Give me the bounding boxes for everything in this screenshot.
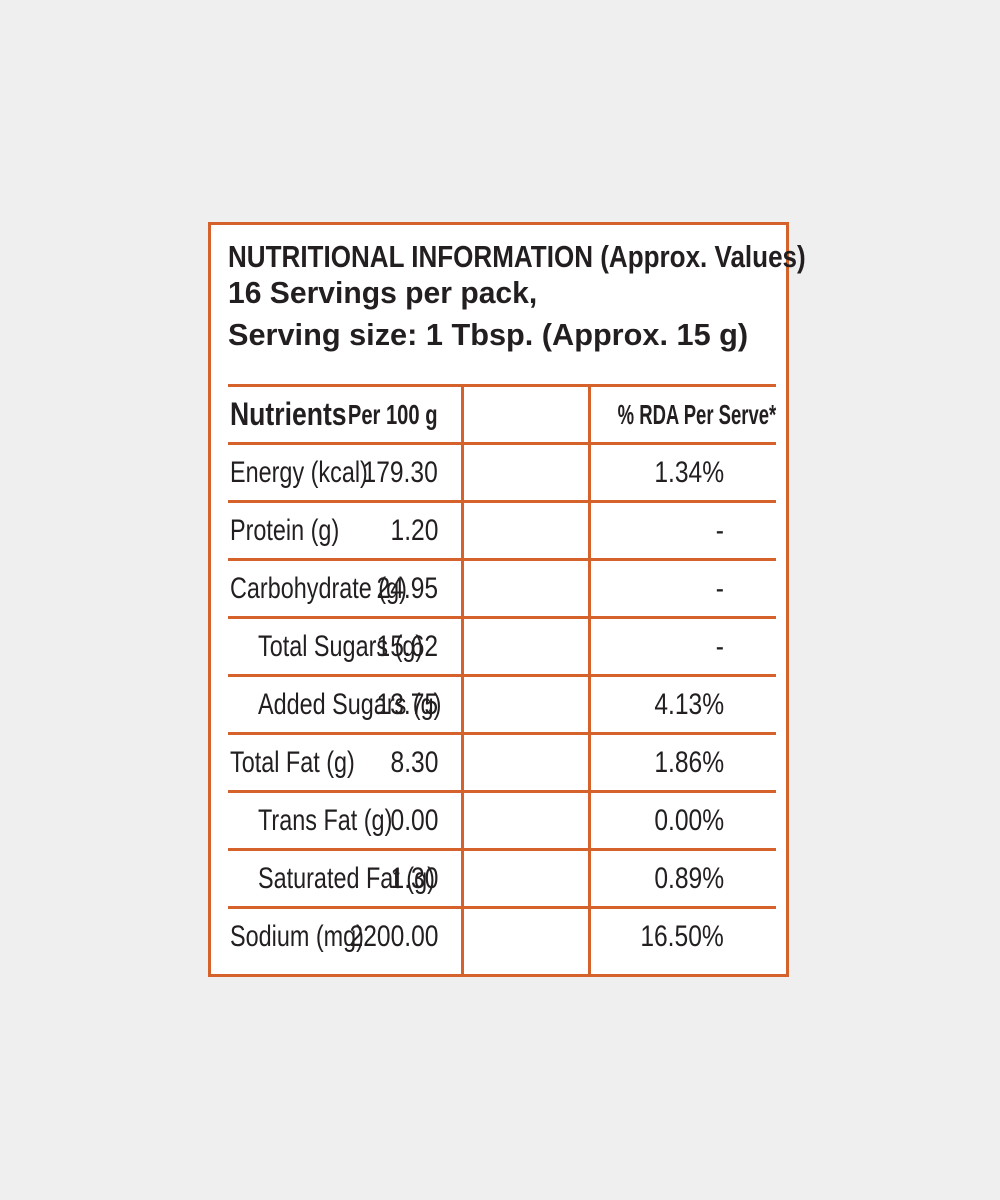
label-title: NUTRITIONAL INFORMATION (Approx. Values) bbox=[228, 239, 806, 274]
nutrient-name: Protein (g) bbox=[230, 514, 340, 547]
column-header-per-100g: Per 100 g bbox=[348, 399, 438, 430]
per-100g-value: 2200.00 bbox=[349, 920, 438, 953]
per-100g-value: 13.75 bbox=[376, 688, 438, 721]
column-divider bbox=[588, 384, 591, 977]
table-row: Added Sugars (g) 13.75 4.13% bbox=[228, 674, 776, 732]
rda-value: 1.86% bbox=[654, 746, 724, 779]
nutrition-table: Nutrients Per 100 g % RDA Per Serve* Ene… bbox=[228, 384, 776, 964]
per-100g-value: 24.95 bbox=[376, 572, 438, 605]
label-header: NUTRITIONAL INFORMATION (Approx. Values)… bbox=[228, 239, 806, 354]
table-header-row: Nutrients Per 100 g % RDA Per Serve* bbox=[228, 384, 776, 442]
rda-value: 16.50% bbox=[640, 920, 724, 953]
rda-value: - bbox=[715, 630, 724, 663]
table-row: Total Fat (g) 8.30 1.86% bbox=[228, 732, 776, 790]
rda-value: - bbox=[715, 572, 724, 605]
serving-size: Serving size: 1 Tbsp. (Approx. 15 g) bbox=[228, 317, 749, 352]
table-row: Saturated Fat (g) 1.30 0.89% bbox=[228, 848, 776, 906]
table-row: Energy (kcal) 179.30 1.34% bbox=[228, 442, 776, 500]
nutrient-name: Carbohydrate (g) bbox=[230, 572, 407, 605]
column-divider bbox=[461, 384, 464, 977]
nutrient-name: Saturated Fat (g) bbox=[258, 862, 435, 895]
table-row: Protein (g) 1.20 - bbox=[228, 500, 776, 558]
per-100g-value: 8.30 bbox=[390, 746, 438, 779]
nutrition-label: NUTRITIONAL INFORMATION (Approx. Values)… bbox=[208, 222, 806, 977]
table-row: Trans Fat (g) 0.00 0.00% bbox=[228, 790, 776, 848]
nutrient-name: Total Sugars (g) bbox=[258, 630, 424, 663]
nutrient-name: Added Sugars (g) bbox=[258, 688, 442, 721]
nutrient-name: Energy (kcal) bbox=[230, 456, 368, 489]
per-100g-value: 0.00 bbox=[390, 804, 438, 837]
nutrient-name: Sodium (mg) bbox=[230, 920, 364, 953]
per-100g-value: 179.30 bbox=[362, 456, 438, 489]
table-row: Carbohydrate (g) 24.95 - bbox=[228, 558, 776, 616]
column-header-rda: % RDA Per Serve* bbox=[617, 399, 776, 430]
column-header-nutrients: Nutrients bbox=[230, 396, 347, 432]
per-100g-value: 15.62 bbox=[376, 630, 438, 663]
rda-value: 0.00% bbox=[654, 804, 724, 837]
table-row: Total Sugars (g) 15.62 - bbox=[228, 616, 776, 674]
nutrient-name: Total Fat (g) bbox=[230, 746, 355, 779]
rda-value: 4.13% bbox=[654, 688, 724, 721]
per-100g-value: 1.20 bbox=[390, 514, 438, 547]
rda-value: 1.34% bbox=[654, 456, 724, 489]
rda-value: 0.89% bbox=[654, 862, 724, 895]
nutrient-name: Trans Fat (g) bbox=[258, 804, 393, 837]
servings-per-pack: 16 Servings per pack, bbox=[228, 275, 538, 310]
table-row: Sodium (mg) 2200.00 16.50% bbox=[228, 906, 776, 964]
per-100g-value: 1.30 bbox=[390, 862, 438, 895]
rda-value: - bbox=[715, 514, 724, 547]
